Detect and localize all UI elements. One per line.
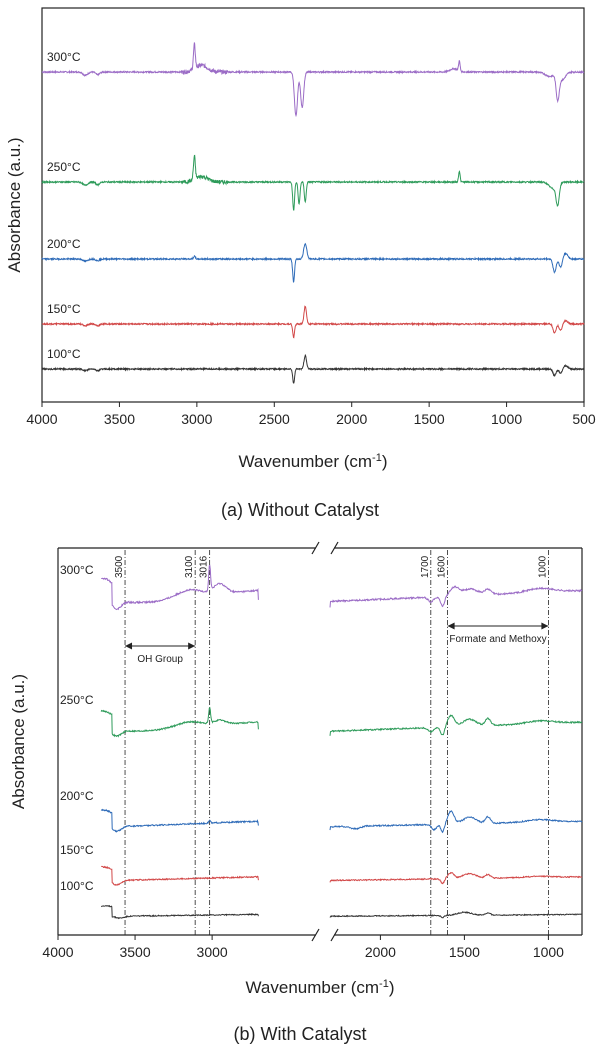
series-line-segment — [329, 585, 583, 608]
panel-a-y-axis-title: Absorbance (a.u.) — [5, 137, 24, 272]
x-tick-label: 1000 — [533, 944, 564, 960]
series-label: 200°C — [60, 789, 94, 803]
x-tick-label: 4000 — [42, 944, 73, 960]
panel-b-annotations: OH Group Formate and Methoxy — [125, 622, 549, 665]
series-line-segment — [100, 706, 259, 738]
axis-break-mark — [330, 928, 339, 942]
series-line-150°C — [41, 305, 585, 339]
x-tick-label: 2500 — [259, 411, 290, 427]
series-label: 250°C — [60, 693, 94, 707]
x-tick-label: 1000 — [491, 411, 522, 427]
series-100°C — [100, 904, 583, 920]
oh-group-label: OH Group — [137, 654, 183, 665]
series-line-segment — [329, 910, 583, 919]
panel-b-reference-lines: 3500 3100 3016 1700 1600 1000 — [114, 550, 549, 935]
x-tick-label: 1500 — [449, 944, 480, 960]
formate-arrow-head — [447, 622, 455, 630]
reference-line-label: 1700 — [420, 555, 431, 578]
series-line-100°C — [41, 353, 585, 384]
series-label: 200°C — [47, 237, 81, 251]
series-label: 100°C — [60, 879, 94, 893]
formate-arrow-head — [541, 622, 549, 630]
panel-b-y-axis-title: Absorbance (a.u.) — [9, 674, 28, 809]
series-250°C — [100, 706, 583, 738]
axis-break-mark — [330, 541, 339, 555]
series-300°C — [101, 564, 583, 611]
panel-b-chart: 3500 3100 3016 1700 1600 1000 300°C 250°C 200°C… — [9, 541, 583, 1044]
series-label: 100°C — [47, 347, 81, 361]
series-line-250°C — [41, 154, 585, 211]
series-line-segment — [100, 808, 259, 833]
panel-a-caption: (a) Without Catalyst — [221, 500, 379, 520]
series-line-300°C — [41, 42, 585, 118]
series-label: 300°C — [47, 50, 81, 64]
oh-group-arrow-head — [188, 642, 196, 650]
reference-line-label: 3016 — [199, 555, 210, 578]
axis-break-mark — [311, 541, 320, 555]
series-line-segment — [100, 865, 259, 886]
series-line-200°C — [41, 242, 585, 283]
x-tick-label: 4000 — [26, 411, 57, 427]
panel-b-caption: (b) With Catalyst — [233, 1024, 366, 1044]
x-tick-label: 3500 — [104, 411, 135, 427]
x-tick-label: 2000 — [365, 944, 396, 960]
panel-a-x-axis-title: Wavenumber (cm-1) — [239, 452, 388, 471]
panel-a-chart: 300°C 250°C 200°C 150°C 100°C 4000 3500 3000 25… — [5, 7, 596, 520]
series-line-segment — [101, 564, 259, 611]
panel-b-x-axis: 4000 3500 3000 2000 1500 1000 — [42, 935, 564, 960]
x-tick-label: 2000 — [336, 411, 367, 427]
reference-line-label: 1000 — [537, 555, 548, 578]
panel-a-plot-frame — [41, 7, 585, 403]
series-label: 150°C — [47, 302, 81, 316]
series-line-segment — [329, 714, 583, 736]
series-label: 150°C — [60, 843, 94, 857]
panel-a-traces: 300°C 250°C 200°C 150°C 100°C — [41, 42, 585, 384]
oh-group-arrow-head — [125, 642, 133, 650]
formate-methoxy-label: Formate and Methoxy — [449, 634, 546, 645]
x-tick-label: 1500 — [414, 411, 445, 427]
series-line-segment — [329, 810, 583, 834]
panel-a-x-axis: 4000 3500 3000 2500 2000 1500 1000 500 — [26, 402, 596, 427]
reference-line-label: 1600 — [437, 555, 448, 578]
series-150°C — [100, 865, 583, 886]
x-tick-label: 3000 — [181, 411, 212, 427]
panel-b-x-axis-title: Wavenumber (cm-1) — [246, 978, 395, 997]
panel-b-plot-frame — [57, 541, 583, 942]
x-tick-label: 3000 — [197, 944, 228, 960]
panel-b-traces: 300°C 250°C 200°C 150°C 100°C — [60, 563, 583, 920]
reference-line-label: 3100 — [184, 555, 195, 578]
x-tick-label: 500 — [572, 411, 596, 427]
series-label: 250°C — [47, 160, 81, 174]
series-200°C — [100, 808, 583, 834]
series-line-segment — [100, 904, 259, 920]
axis-break-mark — [311, 928, 320, 942]
reference-line-label: 3500 — [114, 555, 125, 578]
series-line-segment — [329, 871, 583, 885]
x-tick-label: 3500 — [119, 944, 150, 960]
series-label: 300°C — [60, 563, 94, 577]
